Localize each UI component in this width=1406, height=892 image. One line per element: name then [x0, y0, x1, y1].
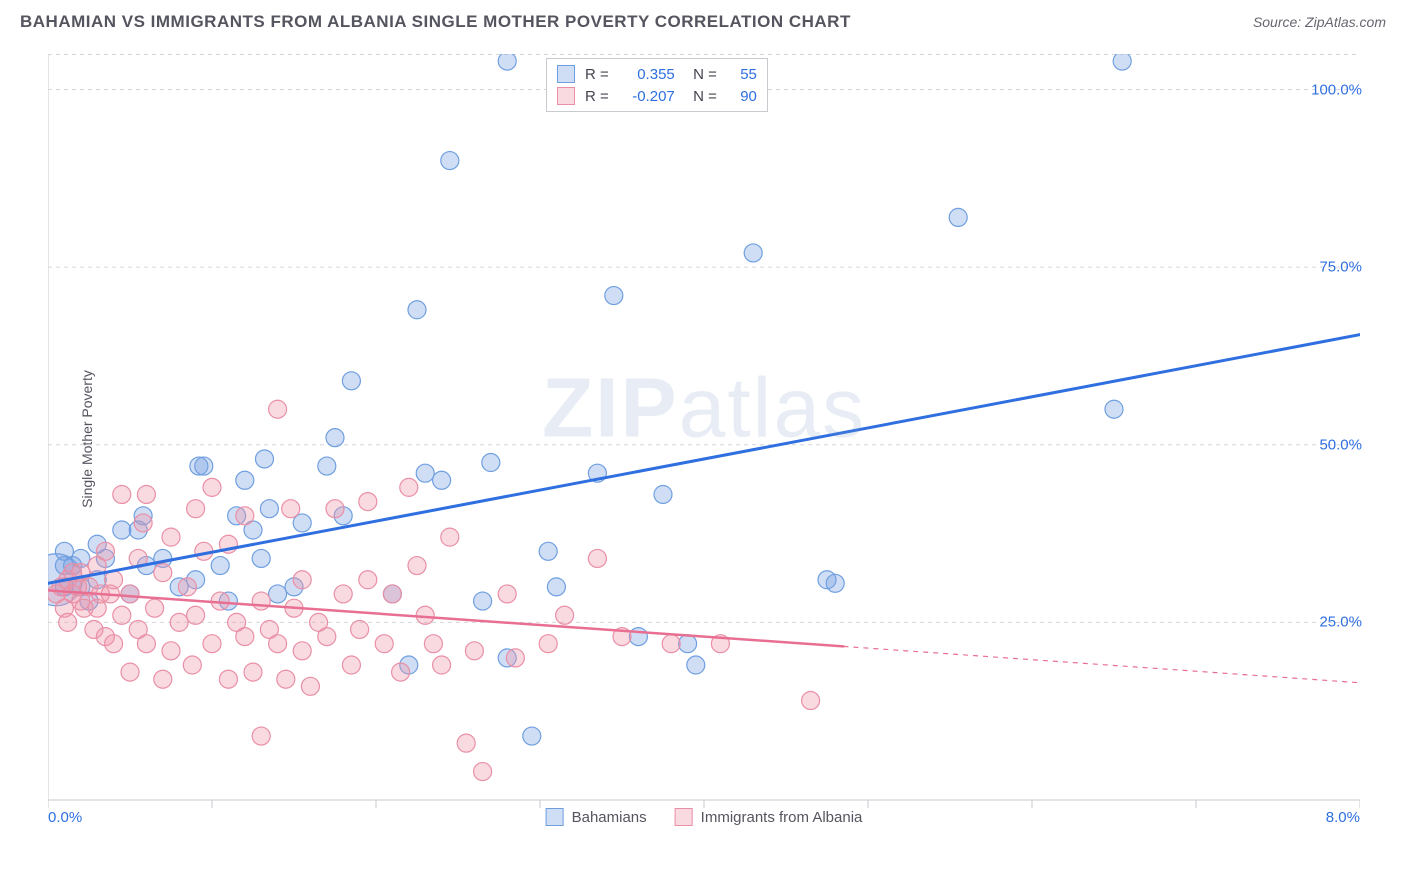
- series-legend: Bahamians Immigrants from Albania: [546, 808, 863, 826]
- legend-swatch: [675, 808, 693, 826]
- y-tick-label: 100.0%: [1311, 81, 1362, 98]
- legend-series-label: Immigrants from Albania: [701, 809, 863, 826]
- x-axis-min-label: 0.0%: [48, 809, 82, 826]
- stat-r-label: R =: [585, 88, 609, 105]
- legend-series-label: Bahamians: [572, 809, 647, 826]
- chart-source: Source: ZipAtlas.com: [1253, 14, 1386, 30]
- correlation-legend: R = 0.355 N = 55 R = -0.207 N = 90: [546, 58, 768, 112]
- stat-n-label: N =: [685, 66, 717, 83]
- legend-swatch: [557, 87, 575, 105]
- stat-r-value: 0.355: [619, 66, 675, 83]
- x-axis-max-label: 8.0%: [1326, 809, 1360, 826]
- legend-stat-row: R = 0.355 N = 55: [557, 63, 757, 85]
- y-tick-label: 25.0%: [1319, 614, 1362, 631]
- legend-swatch: [546, 808, 564, 826]
- stat-r-label: R =: [585, 66, 609, 83]
- legend-series-item: Bahamians: [546, 808, 647, 826]
- chart-title: BAHAMIAN VS IMMIGRANTS FROM ALBANIA SING…: [20, 12, 851, 32]
- stat-n-value: 90: [727, 88, 757, 105]
- legend-stat-row: R = -0.207 N = 90: [557, 85, 757, 107]
- scatter-plot: [48, 54, 1360, 824]
- legend-swatch: [557, 65, 575, 83]
- chart-area: Single Mother Poverty 25.0%50.0%75.0%100…: [48, 54, 1360, 824]
- legend-series-item: Immigrants from Albania: [675, 808, 863, 826]
- chart-header: BAHAMIAN VS IMMIGRANTS FROM ALBANIA SING…: [0, 0, 1406, 40]
- y-tick-label: 50.0%: [1319, 436, 1362, 453]
- y-tick-label: 75.0%: [1319, 259, 1362, 276]
- stat-r-value: -0.207: [619, 88, 675, 105]
- stat-n-label: N =: [685, 88, 717, 105]
- stat-n-value: 55: [727, 66, 757, 83]
